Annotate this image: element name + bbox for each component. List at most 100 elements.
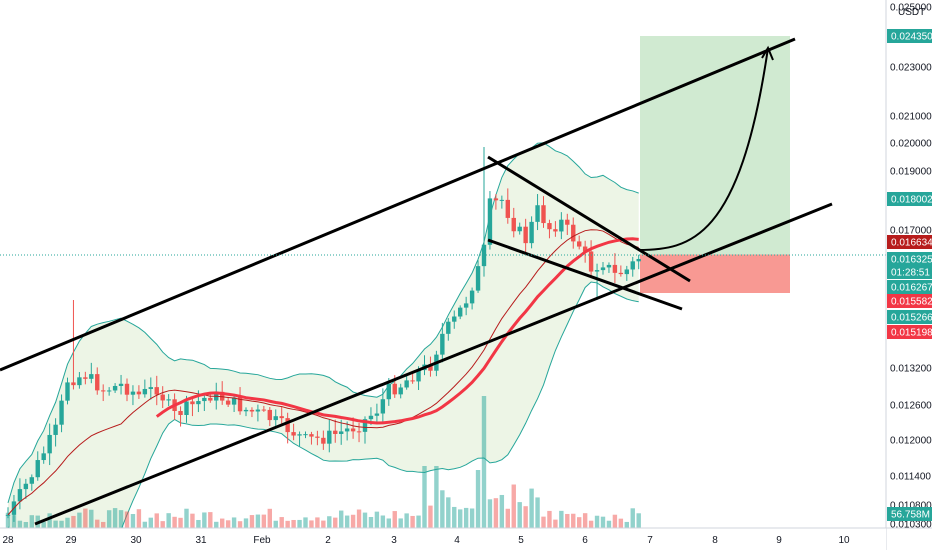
time-tick-label: 2 [325, 535, 331, 546]
candle-body [71, 382, 76, 386]
candle-body [225, 400, 231, 405]
price-tick-label: 0.012000 [890, 436, 932, 447]
candle-body [124, 383, 130, 395]
candle-body [261, 409, 267, 411]
volume-bar [225, 520, 231, 528]
volume-bar [362, 512, 368, 528]
volume-bar [499, 494, 505, 528]
time-tick-label: 31 [195, 535, 207, 546]
volume-bar [273, 520, 278, 528]
time-ticks: 28 29 30 31 Feb 2 3 4 5 6 7 8 9 10 [2, 535, 850, 546]
price-tick-label: 0.020000 [890, 139, 932, 150]
volume-bar [339, 510, 344, 528]
volume-bar [208, 512, 213, 528]
ma-fast [7, 229, 639, 516]
volume-bar [83, 508, 88, 528]
candle-body [636, 258, 641, 262]
volume-bar [469, 508, 475, 528]
volume-bar [261, 514, 267, 528]
price-tick-label: 0.025000 [890, 3, 932, 14]
candle-body [362, 419, 368, 432]
time-tick-label: 7 [647, 535, 653, 546]
candle-body [392, 383, 397, 395]
candle-body [475, 266, 481, 291]
candle-body [41, 453, 46, 461]
volume-bar [243, 518, 249, 528]
candle-body [547, 223, 552, 230]
candle-body [386, 383, 391, 400]
volume-bar [356, 509, 362, 528]
volume-bar [547, 510, 552, 528]
time-tick-label: 9 [776, 535, 782, 546]
volume-bar [571, 513, 576, 528]
candle-body [47, 434, 52, 454]
candle-body [446, 321, 451, 334]
projection-arrowhead [761, 45, 774, 61]
candle-body [5, 514, 11, 516]
candle-body [59, 400, 64, 425]
candle-body [327, 430, 332, 444]
candle-body [23, 483, 29, 490]
candle-body [339, 431, 344, 434]
price-tick-label: 0.021000 [890, 112, 932, 123]
candle-body [148, 387, 153, 389]
price-ticks: 0.025000 0.023000 0.021000 0.020000 0.019000… [890, 3, 932, 531]
moving-averages [7, 229, 639, 516]
volume-bar [17, 520, 23, 528]
volume-bar [23, 521, 29, 528]
volume-bar [190, 513, 195, 528]
volume-bar [71, 515, 76, 528]
candle-body [535, 205, 540, 222]
price-tick-label: 0.023000 [890, 63, 932, 74]
triangle-lower-line [487, 238, 683, 311]
candle-body [440, 333, 445, 355]
volume-bar [559, 510, 564, 528]
volume-bars [5, 396, 641, 528]
candle-body [565, 219, 570, 225]
volume-bar [166, 513, 171, 528]
price-tick-label: 0.013200 [890, 364, 932, 375]
volume-bar [136, 509, 142, 528]
candle-body [333, 430, 338, 434]
price-tag [887, 29, 932, 43]
volume-bar [214, 521, 219, 528]
volume-bar [249, 515, 255, 528]
projection-curve [637, 47, 769, 251]
candle-body [505, 199, 510, 218]
candle-body [582, 246, 588, 252]
time-tick-label: Feb [253, 535, 271, 546]
candle-body [77, 377, 82, 386]
price-tag-label: 0.016267 [891, 283, 932, 294]
volume-bar [624, 521, 629, 528]
volume-bar [386, 518, 391, 528]
volume-bar [481, 396, 487, 528]
volume-bar [47, 513, 52, 528]
volume-bar [255, 514, 261, 528]
time-tick-label: 8 [712, 535, 718, 546]
price-tag-label: 0.015582 [891, 297, 932, 308]
volume-bar [374, 511, 380, 528]
volume-bar [112, 508, 118, 528]
candle-body [523, 226, 528, 244]
time-axis[interactable] [0, 528, 886, 550]
candle-body [588, 251, 594, 272]
volume-bar [565, 513, 570, 528]
candle-body [220, 391, 225, 401]
candle-body [65, 382, 70, 401]
candle-body [398, 387, 403, 395]
volume-bar [101, 521, 106, 528]
volume-bar [606, 520, 612, 528]
price-tag [887, 310, 932, 324]
candle-body [618, 272, 624, 275]
candle-body [142, 388, 148, 395]
candle-body [559, 219, 564, 232]
candle-body [493, 198, 499, 201]
volume-bar [344, 515, 350, 528]
volume-bar [380, 515, 386, 528]
volume-bar [422, 466, 427, 528]
volume-bar [237, 521, 243, 528]
volume-bar [404, 513, 409, 528]
candle-body [380, 399, 386, 414]
volume-bar [321, 520, 326, 528]
